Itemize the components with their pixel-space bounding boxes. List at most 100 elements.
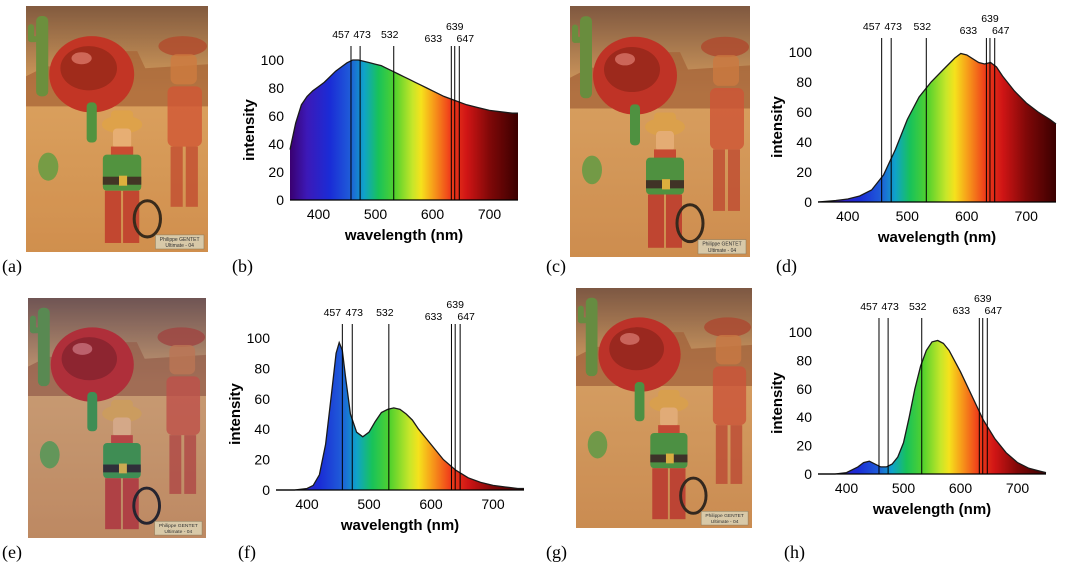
- y-tick-label: 20: [268, 164, 284, 180]
- x-tick-label: 400: [836, 208, 860, 224]
- x-tick-label: 700: [1006, 480, 1030, 496]
- x-tick-label: 500: [892, 480, 916, 496]
- spectrum-area: [818, 53, 1056, 202]
- y-tick-label: 40: [268, 136, 284, 152]
- y-tick-label: 0: [276, 192, 284, 208]
- figurine-scene: [26, 6, 208, 252]
- figurine-scene: [576, 288, 752, 528]
- y-tick-label: 0: [804, 194, 812, 210]
- spectrum-curve: [817, 52, 1057, 203]
- x-tick-label: 700: [481, 496, 505, 512]
- y-tick-label: 100: [789, 44, 813, 60]
- spectrum-area: [290, 60, 518, 200]
- laser-label-633: 633: [425, 33, 443, 45]
- y-tick-label: 80: [268, 80, 284, 96]
- x-tick-label: 700: [1015, 208, 1039, 224]
- y-axis-title: intensity: [769, 96, 786, 158]
- laser-label-532: 532: [376, 307, 394, 319]
- x-axis-title: wavelength (nm): [340, 517, 459, 534]
- x-tick-label: 700: [478, 206, 502, 222]
- y-tick-label: 60: [268, 108, 284, 124]
- x-tick-label: 400: [295, 496, 319, 512]
- x-axis-title: wavelength (nm): [877, 229, 996, 246]
- x-tick-label: 600: [949, 480, 973, 496]
- laser-label-633: 633: [425, 311, 443, 323]
- figurine-scene: [570, 6, 750, 257]
- y-tick-label: 100: [247, 330, 271, 346]
- spectrum-chart-h: 457 473 532 633 639 647 0 20 40 60 80 100 400 500 600 7…: [756, 286, 1056, 526]
- plate-caption-line-2: Ultimate - 04: [711, 519, 739, 525]
- spectrum-area: [276, 342, 524, 490]
- spectrum-curve: [276, 340, 524, 491]
- y-tick-label: 80: [796, 74, 812, 90]
- laser-label-639: 639: [446, 299, 464, 311]
- hologram-photo-g: Philippe GENTET Ultimate - 04: [576, 288, 752, 528]
- plate-caption-line-1: Philippe GENTET: [705, 513, 743, 519]
- x-tick-label: 600: [421, 206, 445, 222]
- laser-label-532: 532: [914, 21, 932, 33]
- panel-label-e: (e): [2, 542, 22, 562]
- panel-label-a: (a): [2, 256, 22, 276]
- y-tick-label: 20: [796, 438, 812, 454]
- laser-label-473: 473: [881, 301, 899, 313]
- y-tick-label: 20: [796, 164, 812, 180]
- spectrum-chart-d: 457 473 532 633 639 647 0 20 40 60 80 100 400 500 600 7…: [756, 6, 1066, 254]
- x-tick-label: 500: [896, 208, 920, 224]
- laser-label-457: 457: [863, 21, 881, 33]
- y-tick-label: 80: [796, 352, 812, 368]
- x-tick-label: 500: [357, 496, 381, 512]
- laser-label-457: 457: [324, 307, 342, 319]
- panel-label-d: (d): [776, 256, 797, 276]
- hologram-photo-e: Philippe GENTET Ultimate - 04: [28, 298, 206, 538]
- laser-label-639: 639: [446, 21, 464, 33]
- x-tick-label: 600: [419, 496, 443, 512]
- laser-label-647: 647: [992, 25, 1010, 37]
- x-tick-label: 400: [307, 206, 331, 222]
- panel-label-f: (f): [238, 542, 256, 562]
- y-tick-label: 80: [254, 360, 270, 376]
- laser-label-639: 639: [981, 13, 999, 25]
- hologram-photo-c: Philippe GENTET Ultimate - 04: [570, 6, 750, 257]
- laser-label-639: 639: [974, 293, 992, 305]
- y-tick-label: 40: [796, 409, 812, 425]
- laser-label-647: 647: [457, 311, 475, 323]
- y-axis-title: intensity: [769, 372, 786, 434]
- spectrum-area: [818, 340, 1046, 474]
- panel-label-b: (b): [232, 256, 253, 276]
- laser-label-633: 633: [960, 25, 978, 37]
- panel-label-c: (c): [546, 256, 566, 276]
- y-tick-label: 60: [254, 391, 270, 407]
- y-tick-label: 20: [254, 452, 270, 468]
- spectrum-curve: [818, 339, 1047, 475]
- laser-label-532: 532: [381, 29, 399, 41]
- y-tick-label: 40: [254, 421, 270, 437]
- laser-label-633: 633: [953, 305, 971, 317]
- y-tick-label: 0: [262, 482, 270, 498]
- laser-label-473: 473: [345, 307, 363, 319]
- x-tick-label: 600: [955, 208, 979, 224]
- plate-caption-line-2: Ultimate - 04: [165, 243, 194, 249]
- panel-label-h: (h): [784, 542, 805, 562]
- hologram-photo-a: Philippe GENTET Ultimate - 04: [26, 6, 208, 252]
- figurine-scene: [28, 298, 206, 538]
- x-axis-title: wavelength (nm): [872, 501, 991, 518]
- y-tick-label: 100: [261, 52, 285, 68]
- x-tick-label: 500: [364, 206, 388, 222]
- laser-label-457: 457: [332, 29, 350, 41]
- plate-caption-line-2: Ultimate - 04: [164, 529, 192, 535]
- laser-label-647: 647: [985, 305, 1003, 317]
- x-tick-label: 400: [835, 480, 859, 496]
- laser-label-473: 473: [353, 29, 371, 41]
- laser-label-457: 457: [860, 301, 878, 313]
- y-axis-title: intensity: [241, 99, 258, 161]
- y-tick-label: 40: [796, 134, 812, 150]
- plate-caption-line-1: Philippe GENTET: [702, 242, 741, 248]
- laser-label-473: 473: [884, 21, 902, 33]
- laser-label-532: 532: [909, 301, 927, 313]
- x-axis-title: wavelength (nm): [344, 227, 463, 244]
- spectrum-chart-b: 457 473 532 633 639 647 0 20 40 60 80 100 400 500 600 7…: [228, 14, 528, 252]
- y-tick-label: 0: [804, 466, 812, 482]
- plate-caption-line-2: Ultimate - 04: [708, 248, 736, 254]
- laser-label-647: 647: [457, 33, 475, 45]
- y-tick-label: 100: [789, 324, 813, 340]
